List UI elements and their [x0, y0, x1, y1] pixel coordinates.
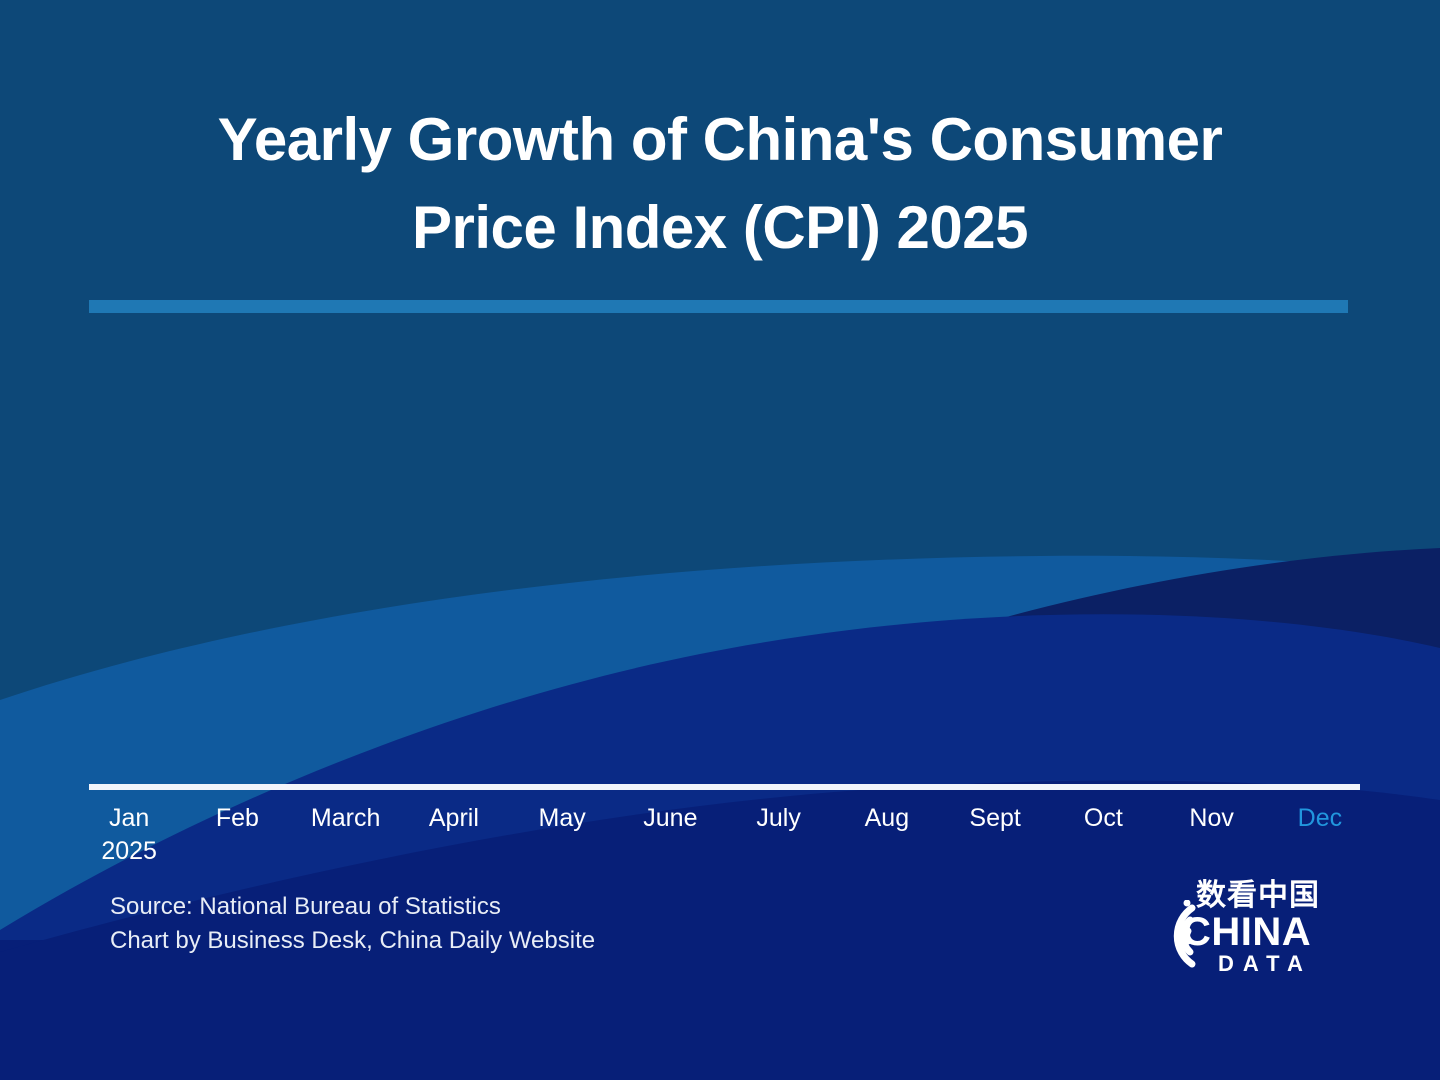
x-tick-label: Sept	[969, 804, 1021, 832]
china-data-logo: 数看中国 CHINA DATA	[1140, 880, 1340, 985]
x-tick-dec[interactable]: Dec	[1266, 802, 1374, 872]
x-tick-label: Aug	[864, 804, 910, 832]
source-note: Source: National Bureau of Statistics	[110, 893, 501, 920]
x-tick-label: Nov	[1189, 804, 1234, 832]
x-tick-label: Jan	[108, 804, 150, 832]
wave-bottom	[0, 780, 1440, 1080]
x-tick-label: July	[756, 804, 801, 832]
x-tick-label: Feb	[215, 804, 259, 832]
x-tick-aug[interactable]: Aug	[833, 802, 941, 872]
title-divider	[89, 300, 1348, 313]
x-tick-oct[interactable]: Oct	[1049, 802, 1157, 872]
title-line-1: Yearly Growth of China's Consumer	[217, 106, 1223, 173]
x-axis-line	[89, 784, 1360, 790]
credit-note: Chart by Business Desk, China Daily Webs…	[110, 927, 596, 954]
plot-area	[89, 330, 1360, 782]
x-axis-labels: Jan 2025 Feb March April May June July A…	[75, 802, 1374, 872]
x-tick-may[interactable]: May	[508, 802, 616, 872]
x-tick-label: March	[310, 804, 381, 832]
x-tick-jan[interactable]: Jan 2025	[75, 802, 183, 872]
x-tick-march[interactable]: March	[292, 802, 400, 872]
x-tick-label: June	[643, 804, 698, 832]
x-tick-april[interactable]: April	[400, 802, 508, 872]
x-tick-label: Dec	[1297, 804, 1343, 832]
logo-english-text: CHINA	[1182, 910, 1312, 954]
x-tick-july[interactable]: July	[725, 802, 833, 872]
signal-arcs-icon	[1173, 900, 1196, 968]
x-tick-nov[interactable]: Nov	[1158, 802, 1266, 872]
title-line-2: Price Index (CPI) 2025	[412, 194, 1028, 261]
x-tick-label: April	[428, 804, 479, 832]
logo-chinese-text: 数看中国	[1196, 879, 1320, 912]
x-tick-label: Oct	[1083, 804, 1123, 832]
x-tick-sublabel: 2025	[101, 837, 157, 865]
page-title: Yearly Growth of China's Consumer Price …	[0, 96, 1440, 272]
x-tick-label: May	[538, 804, 586, 832]
logo-sub-text: DATA	[1218, 951, 1312, 976]
x-tick-sept[interactable]: Sept	[941, 802, 1049, 872]
x-tick-june[interactable]: June	[616, 802, 724, 872]
x-tick-feb[interactable]: Feb	[183, 802, 291, 872]
footnotes: Source: National Bureau of Statistics Ch…	[110, 890, 595, 958]
